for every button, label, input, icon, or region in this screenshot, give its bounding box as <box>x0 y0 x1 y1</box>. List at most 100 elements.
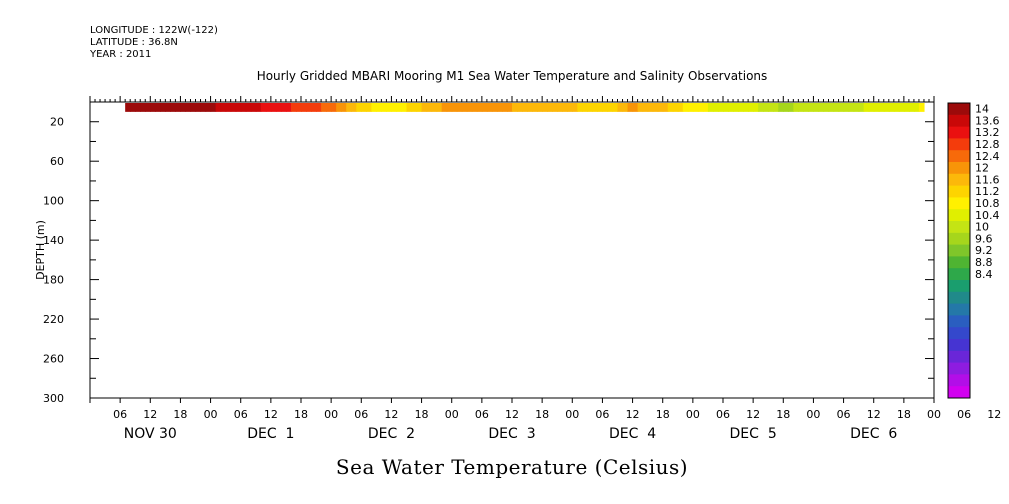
colorbar-label: 12.4 <box>975 150 1000 163</box>
y-tick-label: 300 <box>43 392 64 405</box>
y-axis-label: DEPTH (m) <box>34 220 47 280</box>
temperature-cell <box>763 102 769 112</box>
x-day-label: DEC 6 <box>850 426 897 442</box>
colorbar-label: 9.2 <box>975 244 993 257</box>
y-tick-label: 180 <box>43 274 64 287</box>
colorbar-label: 11.6 <box>975 173 1000 186</box>
temperature-cell <box>416 102 423 112</box>
temperature-cell <box>833 102 840 112</box>
temperature-cell <box>280 102 287 112</box>
temperature-cell <box>597 102 604 112</box>
x-tick-label: 18 <box>294 408 308 421</box>
temperature-cell <box>547 102 553 112</box>
temperature-cell <box>652 102 659 112</box>
temperature-cell <box>542 102 548 112</box>
temperature-cell <box>617 102 624 112</box>
colorbar-label: 9.6 <box>975 232 993 245</box>
temperature-cell <box>843 102 850 112</box>
y-axis: 20 60 100 140 180 220 260 300 DEPTH (m) <box>34 101 934 405</box>
temperature-cell <box>421 102 428 112</box>
y-tick-label: 100 <box>43 195 64 208</box>
temperature-cell <box>351 102 357 112</box>
colorbar-label: 13.2 <box>975 126 1000 139</box>
temperature-cell <box>607 102 614 112</box>
temperature-cell <box>778 102 784 112</box>
temperature-cell <box>572 102 578 112</box>
temperature-cell <box>717 102 724 112</box>
x-tick-label: 12 <box>384 408 398 421</box>
temperature-cell <box>391 102 398 112</box>
temperature-cell <box>205 102 212 112</box>
x-tick-label: 12 <box>505 408 519 421</box>
temperature-cell <box>306 102 312 112</box>
temperature-cell <box>858 102 865 112</box>
temperature-cell <box>255 102 262 112</box>
temperature-cell <box>290 102 297 112</box>
temperature-cell <box>311 102 317 112</box>
colorbar-label: 13.6 <box>975 114 1000 127</box>
colorbar-segment <box>948 114 970 128</box>
temperature-cell <box>321 102 327 112</box>
temperature-cell <box>537 102 543 112</box>
temperature-cell <box>456 102 463 112</box>
colorbar-segment <box>948 103 970 116</box>
temperature-cell <box>356 102 362 112</box>
temperature-cell <box>552 102 558 112</box>
temperature-cell <box>562 102 568 112</box>
temperature-cell <box>155 102 161 112</box>
temperature-cell <box>818 102 825 112</box>
colorbar-segment <box>948 303 970 316</box>
temperature-cell <box>728 102 734 112</box>
temperature-cell <box>878 102 885 112</box>
x-tick-label: 18 <box>897 408 911 421</box>
temperature-cell <box>215 102 222 112</box>
colorbar-segment <box>948 315 970 328</box>
x-tick-label: 06 <box>113 408 127 421</box>
temperature-cell <box>441 102 448 112</box>
temperature-cell <box>823 102 830 112</box>
temperature-cell <box>145 102 151 112</box>
latitude-text: LATITUDE : 36.8N <box>90 37 178 48</box>
temperature-cell <box>135 102 141 112</box>
temperature-cell <box>813 102 820 112</box>
x-tick-label: 00 <box>806 408 820 421</box>
x-tick-label: 06 <box>354 408 368 421</box>
temperature-cell <box>301 102 307 112</box>
temperature-cell <box>567 102 573 112</box>
temperature-cell <box>522 102 528 112</box>
temperature-cell <box>753 102 759 112</box>
x-tick-label: 06 <box>234 408 248 421</box>
temperature-cell <box>632 102 639 112</box>
colorbar-segment <box>948 339 970 352</box>
temperature-cell <box>863 102 870 112</box>
variable-title: Sea Water Temperature (Celsius) <box>335 455 689 479</box>
temperature-cell <box>396 102 403 112</box>
temperature-cell <box>768 102 774 112</box>
temperature-cell <box>285 102 292 112</box>
y-tick-label: 60 <box>50 155 64 168</box>
x-tick-label: 00 <box>204 408 218 421</box>
temperature-cell <box>275 102 282 112</box>
temperature-cell <box>496 102 503 112</box>
temperature-cell <box>386 102 393 112</box>
y-tick-label: 220 <box>43 313 64 326</box>
temperature-cell <box>798 102 804 112</box>
colorbar-label: 12.8 <box>975 138 1000 151</box>
temperature-cell <box>642 102 649 112</box>
x-tick-label: 18 <box>173 408 187 421</box>
colorbar-segment <box>948 280 970 293</box>
temperature-cell <box>692 102 699 112</box>
x-tick-label: 18 <box>776 408 790 421</box>
temperature-cell <box>326 102 332 112</box>
temperature-band <box>125 102 925 112</box>
colorbar-segment <box>948 197 970 210</box>
temperature-cell <box>788 102 794 112</box>
longitude-text: LONGITUDE : 122W(-122) <box>90 25 218 36</box>
colorbar-segment <box>948 150 970 163</box>
temperature-cell <box>260 102 267 112</box>
x-day-label: DEC 2 <box>368 426 415 442</box>
temperature-cell <box>848 102 855 112</box>
x-tick-label: 00 <box>324 408 338 421</box>
x-day-label: DEC 5 <box>730 426 777 442</box>
colorbar-segment <box>948 256 970 269</box>
